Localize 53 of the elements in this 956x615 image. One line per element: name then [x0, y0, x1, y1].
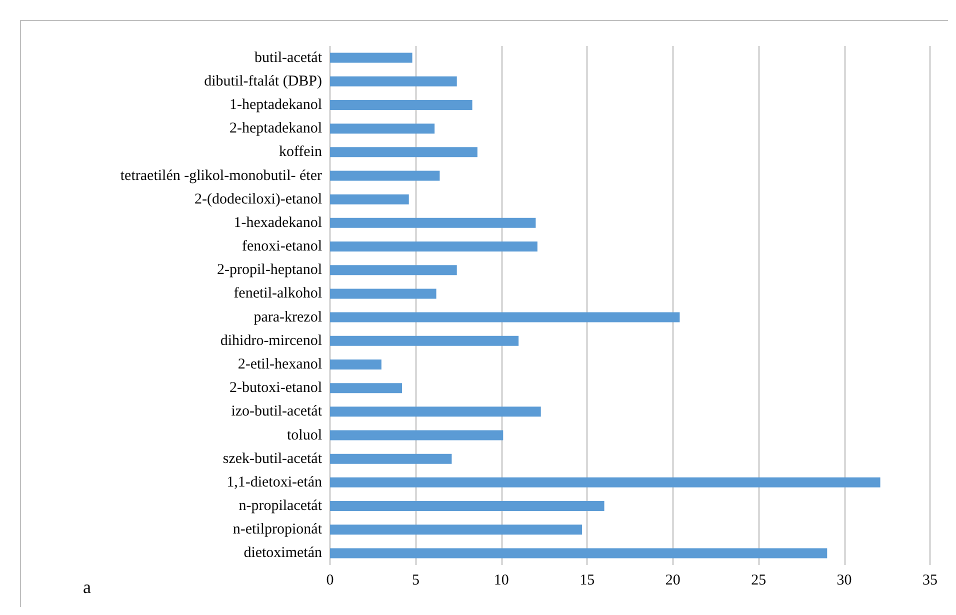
y-tick-label: izo-butil-acetát	[231, 404, 323, 420]
y-tick-label: 1,1-dietoxi-etán	[226, 474, 322, 490]
y-tick-label: para-krezol	[254, 309, 322, 326]
x-tick-label: 30	[836, 572, 852, 588]
x-tick-label: 20	[665, 572, 680, 588]
bar	[330, 147, 478, 158]
text: a	[83, 577, 91, 597]
y-tick-label: 1-heptadekanol	[230, 96, 322, 113]
x-tick-label: 0	[326, 572, 334, 588]
bar	[330, 218, 536, 228]
y-tick-label: 2-(dodeciloxi)-etanol	[194, 191, 322, 208]
bar	[330, 406, 541, 417]
bar	[330, 383, 402, 394]
y-tick-label: 2-heptadekanol	[230, 120, 322, 137]
bar	[330, 265, 457, 276]
y-tick-label: dihidro-mircenol	[220, 332, 322, 349]
bar	[330, 170, 440, 181]
x-tick-label: 15	[580, 572, 595, 588]
x-tick-label: 5	[412, 572, 420, 588]
y-tick-label: n-propilacetát	[238, 498, 323, 514]
bar	[330, 194, 409, 204]
bar	[330, 359, 382, 370]
bar	[330, 477, 880, 488]
y-tick-label: 1-hexadekanol	[234, 214, 322, 231]
bar	[330, 336, 519, 346]
y-tick-label: 2-butoxi-etanol	[230, 380, 322, 396]
x-tick-label: 10	[494, 572, 509, 588]
y-tick-label: toluol	[286, 427, 322, 444]
bar	[330, 548, 828, 558]
y-tick-label: szek-butil-acetát	[222, 450, 323, 467]
bar	[330, 100, 472, 110]
y-tick-label: 2-propil-heptanol	[217, 262, 322, 278]
bar	[330, 430, 504, 440]
bar	[330, 454, 452, 464]
y-tick-label: dibutil-ftalát (DBP)	[204, 73, 322, 90]
bar	[330, 501, 604, 512]
x-tick-label: 35	[922, 572, 938, 588]
bar	[330, 242, 538, 252]
bar	[330, 124, 435, 134]
x-tick-label: 25	[751, 572, 766, 588]
y-tick-label: 2-etil-hexanol	[238, 356, 322, 372]
bar	[330, 288, 436, 299]
bar	[330, 76, 457, 86]
y-tick-label: fenetil-alkohol	[234, 286, 322, 302]
y-tick-label: koffein	[278, 144, 322, 160]
bar	[330, 52, 412, 63]
bar	[330, 524, 582, 535]
y-tick-label: tetraetilén -glikol-monobutil- éter	[120, 168, 322, 184]
bar	[330, 312, 680, 322]
y-tick-label: fenoxi-etanol	[242, 238, 322, 255]
y-tick-label: n-etilpropionát	[232, 522, 323, 538]
y-tick-label: dietoximetán	[244, 545, 322, 562]
y-tick-label: butil-acetát	[254, 50, 323, 66]
